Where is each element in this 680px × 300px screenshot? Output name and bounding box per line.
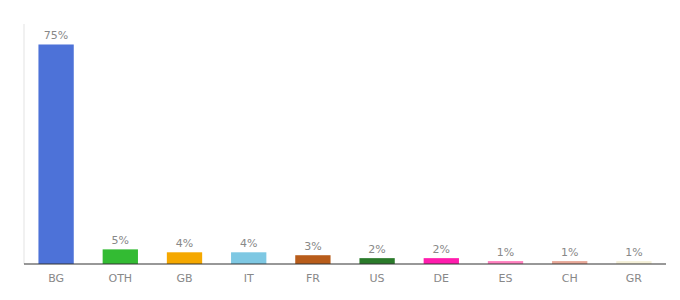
x-tick-label: DE <box>434 272 449 285</box>
bar <box>295 255 330 264</box>
data-label: 4% <box>240 237 257 250</box>
data-label: 1% <box>497 246 514 259</box>
data-label: 2% <box>368 243 385 256</box>
data-label: 1% <box>625 246 642 259</box>
data-label: 75% <box>44 29 68 42</box>
bar <box>103 249 138 264</box>
bar <box>231 252 266 264</box>
bar <box>359 258 394 264</box>
x-tick-label: GB <box>176 272 192 285</box>
data-label: 3% <box>304 240 321 253</box>
chart: 75% 5% 4% 4% 3% 2% 2% 1% 1% 1% BG OTH GB IT FR US DE ES CH… <box>0 0 680 300</box>
bar <box>38 44 73 264</box>
x-tick-label: GR <box>626 272 643 285</box>
value-axis-line <box>24 24 25 264</box>
bars <box>38 44 651 264</box>
data-label: 2% <box>433 243 450 256</box>
x-tick-label: BG <box>48 272 64 285</box>
data-label: 1% <box>561 246 578 259</box>
bar <box>167 252 202 264</box>
data-label: 4% <box>176 237 193 250</box>
data-label: 5% <box>112 234 129 247</box>
x-tick-label: US <box>370 272 385 285</box>
x-tick-label: OTH <box>108 272 132 285</box>
x-tick-label: CH <box>562 272 578 285</box>
bar <box>424 258 459 264</box>
x-axis-line <box>24 263 666 264</box>
chart-container: 75% 5% 4% 4% 3% 2% 2% 1% 1% 1% BG OTH GB IT FR US DE ES CH… <box>0 0 680 300</box>
x-tick-label: FR <box>306 272 320 285</box>
x-tick-label: IT <box>244 272 254 285</box>
x-tick-label: ES <box>499 272 513 285</box>
